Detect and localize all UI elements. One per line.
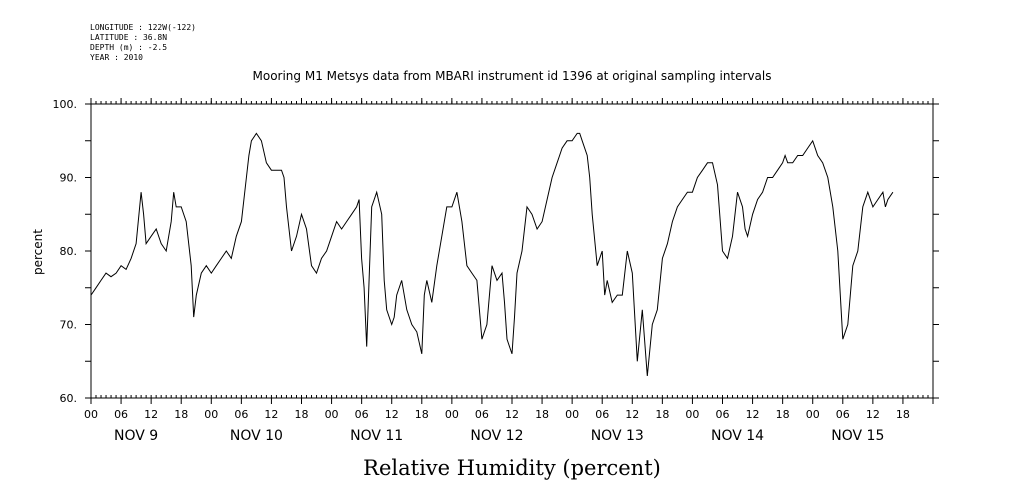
x-tick-label: 12	[625, 408, 639, 421]
x-tick-label: 06	[475, 408, 489, 421]
x-tick-label: 06	[114, 408, 128, 421]
day-label: NOV 9	[114, 428, 158, 444]
day-label: NOV 12	[470, 428, 523, 444]
x-tick-label: 06	[595, 408, 609, 421]
y-axis-label: percent	[31, 229, 45, 275]
x-axis-label: Relative Humidity (percent)	[363, 456, 661, 480]
x-tick-label: 12	[385, 408, 399, 421]
chart-title: Mooring M1 Metsys data from MBARI instru…	[253, 69, 772, 83]
y-tick-label: 100.	[53, 98, 78, 111]
x-tick-label: 00	[445, 408, 459, 421]
x-tick-label: 12	[264, 408, 278, 421]
x-tick-label: 06	[836, 408, 850, 421]
latitude-text: LATITUDE : 36.8N	[90, 33, 167, 42]
year-text: YEAR : 2010	[90, 53, 143, 62]
depth-text: DEPTH (m) : -2.5	[90, 43, 167, 52]
x-tick-label: 12	[866, 408, 880, 421]
day-label: NOV 11	[350, 428, 403, 444]
x-tick-label: 06	[234, 408, 248, 421]
minor-ticks	[90, 101, 934, 398]
day-label: NOV 10	[230, 428, 283, 444]
y-tick-label: 70.	[60, 319, 78, 332]
day-label: NOV 15	[831, 428, 884, 444]
x-tick-label: 18	[655, 408, 669, 421]
x-tick-label: 18	[174, 408, 188, 421]
x-tick-label: 18	[896, 408, 910, 421]
x-tick-label: 00	[565, 408, 579, 421]
x-tick-label: 00	[685, 408, 699, 421]
x-tick-label: 00	[325, 408, 339, 421]
x-tick-label: 06	[355, 408, 369, 421]
x-tick-label: 12	[144, 408, 158, 421]
x-axis: 00 06 12 18 00 06 12 18 00 06 12 18 00 06 12 18 00 06 12 18…	[84, 98, 934, 421]
y-tick-label: 60.	[60, 392, 78, 405]
x-tick-label: 00	[806, 408, 820, 421]
x-tick-label: 18	[776, 408, 790, 421]
x-tick-label: 00	[84, 408, 98, 421]
day-label: NOV 14	[711, 428, 764, 444]
y-tick-label: 80.	[60, 245, 78, 258]
x-tick-label: 18	[295, 408, 309, 421]
x-tick-label: 18	[535, 408, 549, 421]
x-tick-label: 00	[204, 408, 218, 421]
x-tick-label: 12	[746, 408, 760, 421]
humidity-series-line	[90, 132, 894, 376]
y-tick-label: 90.	[60, 172, 78, 185]
day-labels: NOV 9 NOV 10 NOV 11 NOV 12 NOV 13 NOV 14 NOV 1…	[114, 428, 884, 444]
y-axis: 60. 70. 80. 90. 100.	[53, 98, 939, 405]
x-tick-label: 18	[415, 408, 429, 421]
x-tick-label: 06	[716, 408, 730, 421]
day-label: NOV 13	[591, 428, 644, 444]
longitude-text: LONGITUDE : 122W(-122)	[90, 23, 196, 32]
x-tick-label: 12	[505, 408, 519, 421]
